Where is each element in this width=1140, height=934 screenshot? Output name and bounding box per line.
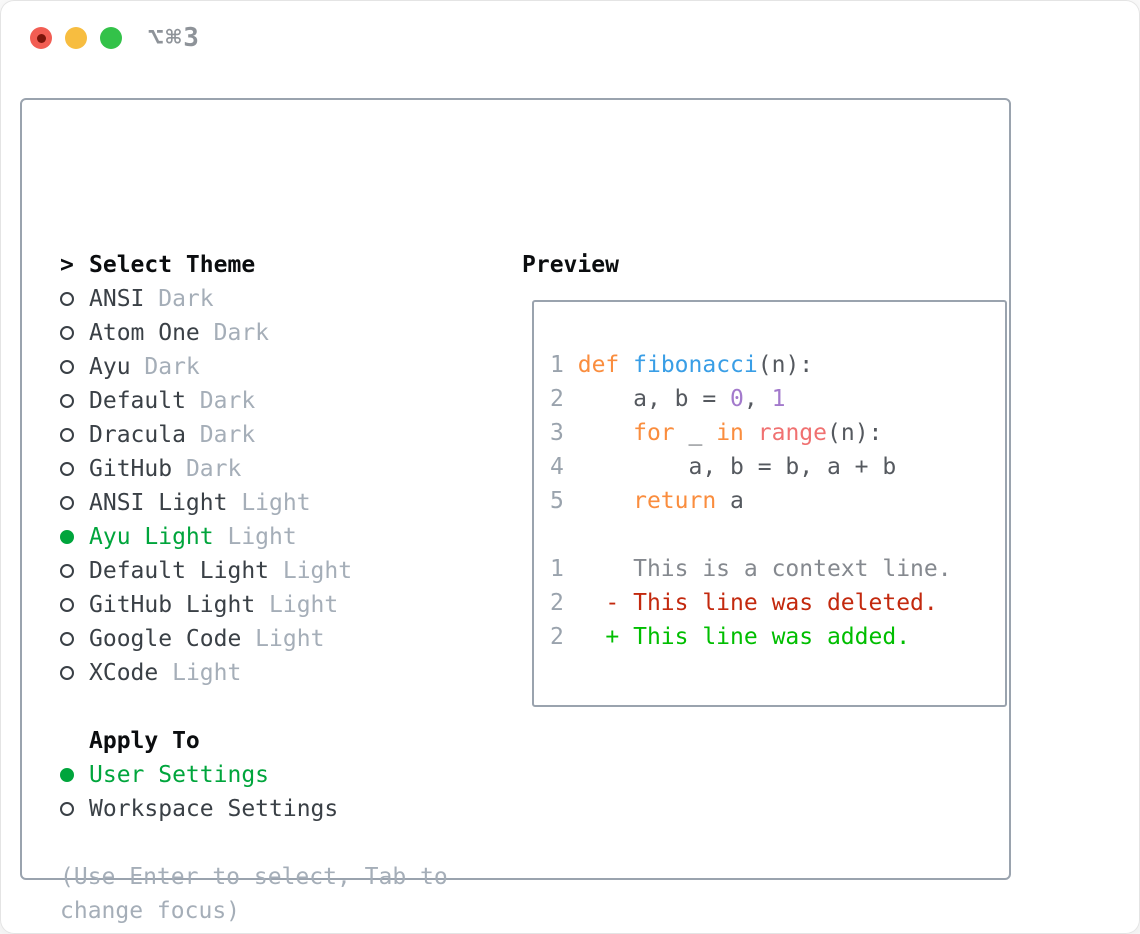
theme-item[interactable]: XCode Light — [60, 656, 478, 690]
option-variant: Light — [269, 558, 353, 584]
prompt-caret-icon: > — [60, 252, 74, 278]
radio-icon — [60, 598, 74, 612]
traffic-lights — [30, 27, 122, 49]
radio-icon — [60, 292, 74, 306]
option-label: Atom One — [89, 320, 200, 346]
option-label: Default Light — [89, 558, 270, 584]
theme-item[interactable]: Default Light Light — [60, 554, 478, 588]
theme-list: ANSI Dark Atom One Dark Ayu Dark Default Da… — [60, 282, 478, 690]
option-label: GitHub — [89, 456, 173, 482]
option-label: Workspace Settings — [89, 796, 339, 822]
option-variant: Dark — [130, 354, 200, 380]
radio-icon — [60, 632, 74, 646]
radio-selected-icon — [60, 530, 74, 544]
option-label: Ayu Light — [89, 524, 214, 550]
spacer — [60, 690, 478, 724]
option-label: Google Code — [89, 626, 242, 652]
radio-icon — [60, 326, 74, 340]
preview-title: Preview — [522, 252, 619, 278]
option-variant: Dark — [185, 388, 256, 414]
main-panel: > Select Theme ANSI Dark Atom One Dark Ayu… — [20, 98, 1011, 924]
theme-item[interactable]: ANSI Light Light — [60, 486, 478, 520]
theme-item[interactable]: Default Dark — [60, 384, 478, 418]
radio-icon — [60, 802, 74, 816]
theme-item[interactable]: Dracula Dark — [60, 418, 478, 452]
option-label: Default — [89, 388, 186, 414]
keyboard-hint: (Use Enter to select, Tab to change focu… — [60, 864, 448, 924]
code-line: 5 return a — [550, 488, 744, 514]
minimize-button[interactable] — [65, 27, 87, 49]
option-label: Ayu — [89, 354, 131, 380]
theme-item[interactable]: Google Code Light — [60, 622, 478, 656]
apply-to-option[interactable]: User Settings — [60, 758, 478, 792]
option-variant: Dark — [144, 286, 214, 312]
code-line: 2 - This line was deleted. — [550, 590, 938, 616]
code-line: 1 This is a context line. — [550, 556, 952, 582]
theme-item[interactable]: GitHub Light Light — [60, 588, 478, 622]
radio-icon — [60, 428, 74, 442]
option-variant: Light — [213, 524, 297, 550]
radio-icon — [60, 496, 74, 510]
code-line: 1 def fibonacci(n): — [550, 352, 814, 378]
apply-to-option[interactable]: Workspace Settings — [60, 792, 478, 826]
option-variant: Light — [227, 490, 311, 516]
option-variant: Dark — [199, 320, 270, 346]
apply-to-title: Apply To — [89, 728, 200, 754]
select-theme-header: > Select Theme — [60, 248, 478, 282]
option-label: XCode — [89, 660, 159, 686]
option-variant: Light — [255, 592, 339, 618]
code-line: 2 a, b = 0, 1 — [550, 386, 786, 412]
option-label: GitHub Light — [89, 592, 256, 618]
option-label: ANSI — [89, 286, 145, 312]
option-variant: Dark — [172, 456, 242, 482]
code-line: 4 a, b = b, a + b — [550, 454, 897, 480]
option-label: ANSI Light — [89, 490, 228, 516]
window-shortcut-label: ⌥⌘3 — [148, 23, 201, 53]
theme-item[interactable]: Ayu Dark — [60, 350, 478, 384]
option-variant: Light — [158, 660, 242, 686]
close-button[interactable] — [30, 27, 52, 49]
theme-item[interactable]: Ayu Light Light — [60, 520, 478, 554]
theme-item[interactable]: ANSI Dark — [60, 282, 478, 316]
theme-item[interactable]: Atom One Dark — [60, 316, 478, 350]
select-theme-title: Select Theme — [89, 252, 256, 278]
code-line — [550, 518, 997, 552]
code-line: 3 for _ in range(n): — [550, 420, 883, 446]
option-label: User Settings — [89, 762, 270, 788]
radio-icon — [60, 564, 74, 578]
radio-icon — [60, 666, 74, 680]
spacer — [60, 826, 478, 860]
titlebar: ⌥⌘3 — [0, 0, 1140, 76]
apply-to-header: Apply To — [60, 724, 478, 758]
option-variant: Dark — [185, 422, 256, 448]
preview-pane: 1 def fibonacci(n): 2 a, b = 0, 1 3 for _ … — [532, 300, 1007, 707]
zoom-button[interactable] — [100, 27, 122, 49]
option-label: Dracula — [89, 422, 186, 448]
radio-selected-icon — [60, 768, 74, 782]
radio-icon — [60, 360, 74, 374]
code-preview: 1 def fibonacci(n): 2 a, b = 0, 1 3 for _ … — [534, 302, 1005, 654]
theme-picker: > Select Theme ANSI Dark Atom One Dark Ayu… — [60, 248, 478, 928]
radio-icon — [60, 394, 74, 408]
theme-item[interactable]: GitHub Dark — [60, 452, 478, 486]
code-line: 2 + This line was added. — [550, 624, 911, 650]
option-variant: Light — [241, 626, 325, 652]
radio-icon — [60, 462, 74, 476]
apply-to-list: User Settings Workspace Settings — [60, 758, 478, 826]
